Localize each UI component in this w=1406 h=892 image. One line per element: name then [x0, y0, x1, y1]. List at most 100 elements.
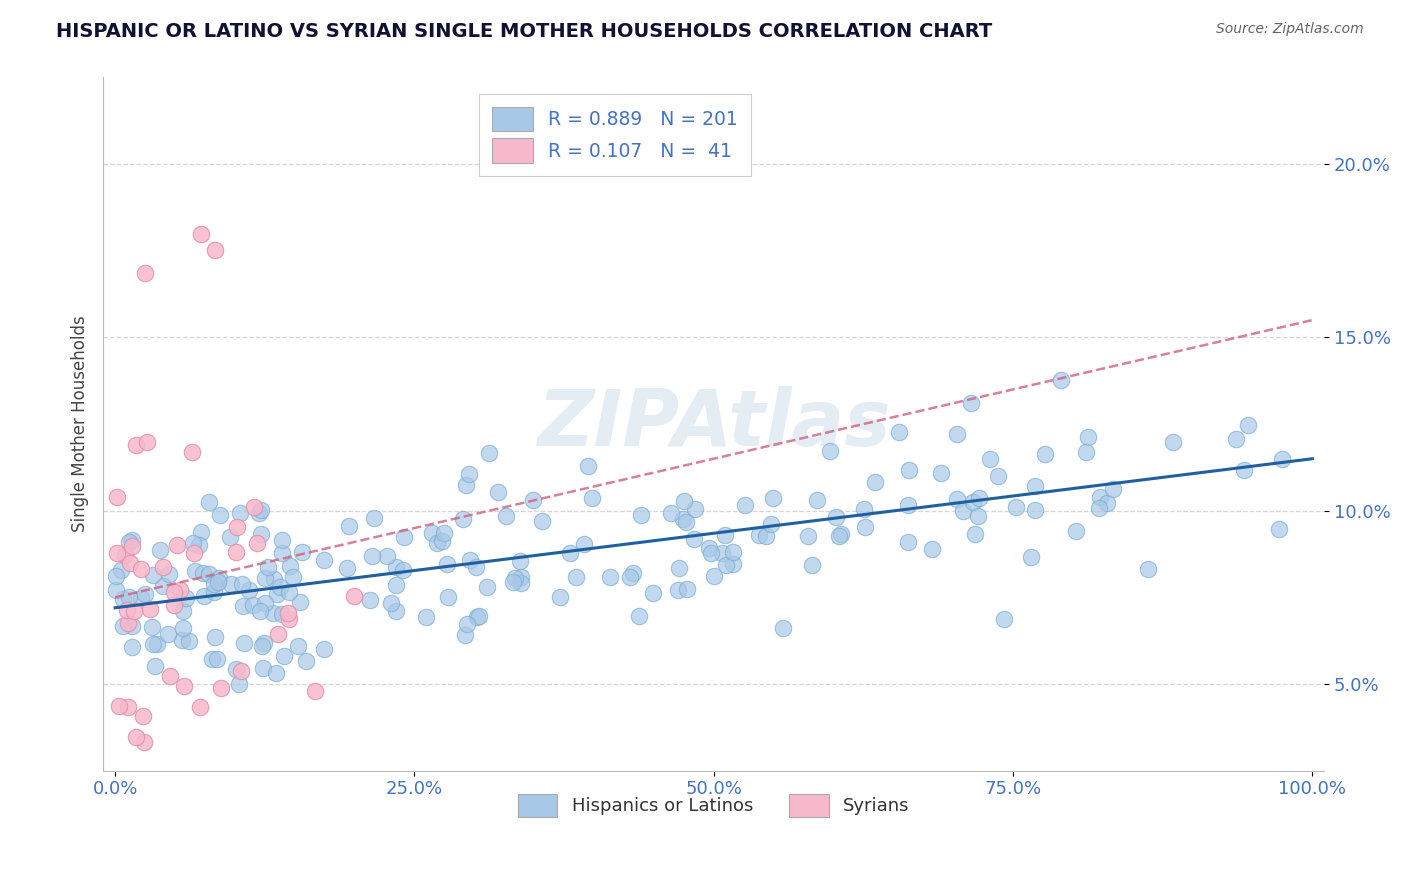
- Point: [800, 558, 823, 572]
- Point: [889, 425, 911, 439]
- Point: [117, 616, 139, 631]
- Point: [232, 599, 254, 613]
- Point: [336, 561, 359, 575]
- Point: [723, 557, 745, 571]
- Point: [190, 524, 212, 539]
- Point: [110, 563, 132, 577]
- Point: [208, 571, 231, 585]
- Point: [342, 589, 364, 603]
- Point: [897, 535, 920, 549]
- Point: [105, 546, 128, 560]
- Point: [509, 554, 531, 568]
- Point: [146, 637, 169, 651]
- Point: [269, 581, 291, 595]
- Point: [1064, 524, 1087, 538]
- Point: [262, 607, 284, 621]
- Point: [675, 515, 697, 529]
- Point: [202, 585, 225, 599]
- Point: [198, 495, 221, 509]
- Point: [170, 632, 193, 647]
- Point: [278, 585, 301, 599]
- Point: [437, 590, 460, 604]
- Point: [242, 598, 264, 612]
- Point: [627, 609, 650, 624]
- Point: [121, 640, 143, 655]
- Point: [699, 546, 721, 560]
- Point: [142, 636, 165, 650]
- Point: [142, 568, 165, 582]
- Point: [465, 559, 488, 574]
- Point: [363, 511, 385, 525]
- Point: [380, 596, 402, 610]
- Point: [166, 538, 188, 552]
- Point: [295, 654, 318, 668]
- Point: [697, 541, 720, 555]
- Point: [952, 504, 974, 518]
- Point: [1271, 451, 1294, 466]
- Point: [1076, 445, 1098, 459]
- Point: [987, 468, 1010, 483]
- Point: [201, 652, 224, 666]
- Point: [121, 533, 143, 548]
- Point: [219, 577, 242, 591]
- Point: [522, 493, 544, 508]
- Point: [1087, 501, 1109, 516]
- Point: [979, 451, 1001, 466]
- Point: [1161, 435, 1184, 450]
- Point: [392, 563, 415, 577]
- Point: [1033, 447, 1056, 461]
- Point: [671, 512, 693, 526]
- Text: Source: ZipAtlas.com: Source: ZipAtlas.com: [1216, 22, 1364, 37]
- Point: [465, 610, 488, 624]
- Point: [181, 536, 204, 550]
- Point: [897, 498, 920, 512]
- Point: [180, 444, 202, 458]
- Point: [946, 492, 969, 507]
- Point: [122, 603, 145, 617]
- Point: [377, 549, 399, 563]
- Point: [136, 434, 159, 449]
- Point: [149, 543, 172, 558]
- Point: [714, 558, 737, 573]
- Point: [249, 604, 271, 618]
- Point: [132, 734, 155, 748]
- Point: [962, 494, 984, 508]
- Point: [959, 396, 981, 410]
- Point: [250, 503, 273, 517]
- Point: [267, 627, 290, 641]
- Point: [266, 666, 288, 681]
- Point: [225, 662, 247, 676]
- Point: [231, 577, 253, 591]
- Point: [287, 639, 309, 653]
- Point: [229, 507, 252, 521]
- Point: [172, 621, 194, 635]
- Point: [993, 612, 1015, 626]
- Point: [152, 579, 174, 593]
- Point: [759, 517, 782, 532]
- Point: [1090, 491, 1112, 505]
- Point: [486, 485, 509, 500]
- Point: [125, 730, 148, 744]
- Point: [139, 602, 162, 616]
- Point: [105, 490, 128, 504]
- Point: [141, 620, 163, 634]
- Point: [187, 537, 209, 551]
- Point: [384, 604, 406, 618]
- Point: [253, 635, 276, 649]
- Point: [558, 546, 581, 560]
- Point: [643, 586, 665, 600]
- Point: [385, 560, 408, 574]
- Point: [755, 529, 778, 543]
- Point: [163, 598, 186, 612]
- Point: [1267, 522, 1289, 536]
- Point: [703, 569, 725, 583]
- Point: [929, 467, 952, 481]
- Point: [454, 477, 477, 491]
- Point: [278, 558, 301, 573]
- Point: [1137, 562, 1160, 576]
- Point: [621, 566, 644, 580]
- Point: [683, 502, 706, 516]
- Point: [530, 514, 553, 528]
- Point: [291, 545, 314, 559]
- Point: [392, 530, 415, 544]
